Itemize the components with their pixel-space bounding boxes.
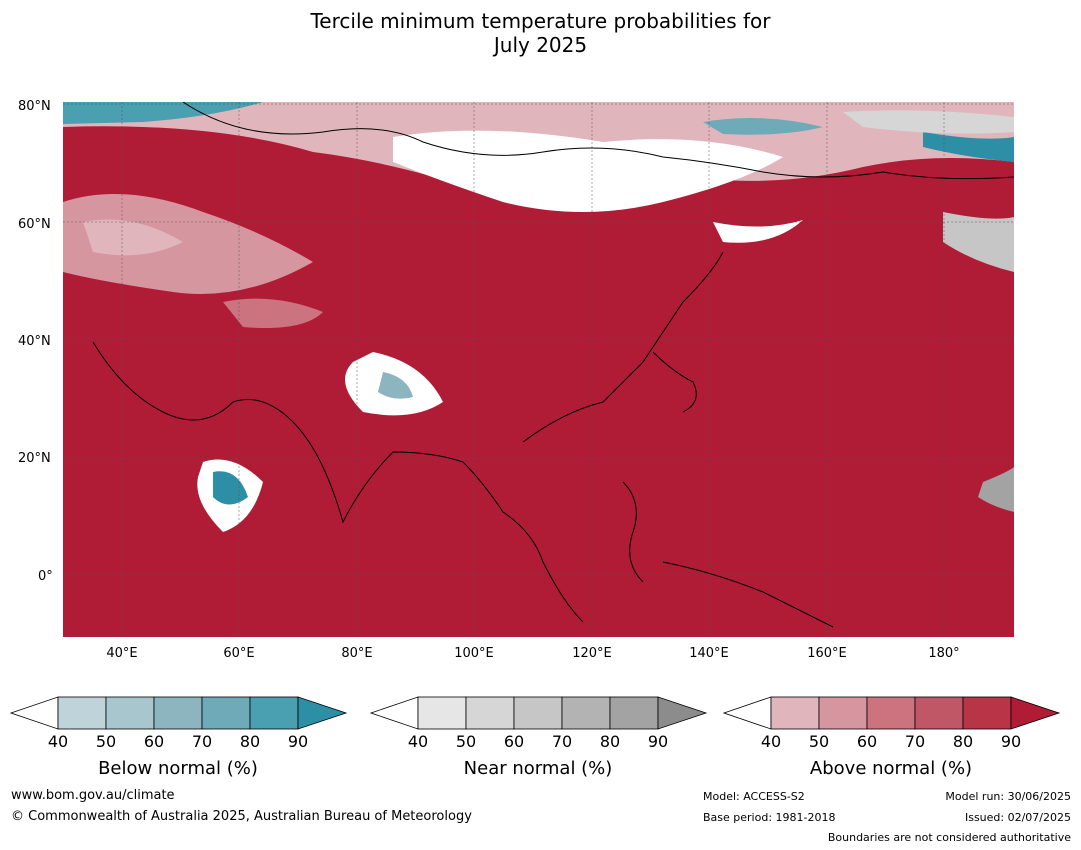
below-normal-swatch [249, 696, 299, 730]
region-iran-moderate [223, 298, 323, 328]
below-normal-swatch [153, 696, 203, 730]
above-normal-swatch [1010, 696, 1061, 730]
region-caspian-weak [83, 219, 183, 256]
region-arabian-sea-below [213, 471, 248, 505]
lon-label-80e: 80°E [341, 646, 373, 661]
below-normal-legend-label: Below normal (%) [98, 758, 258, 779]
chart-title-line1: Tercile minimum temperature probabilitie… [310, 9, 771, 33]
model-name: Model: ACCESS-S2 [703, 790, 805, 803]
chart-title-line2: July 2025 [493, 33, 588, 57]
near-normal-tick-label: 40 [407, 732, 429, 751]
above-normal-tick-label: 70 [904, 732, 926, 751]
above-normal-tick-label: 60 [856, 732, 878, 751]
near-normal-tick-label: 90 [647, 732, 669, 751]
above-normal-swatch [770, 696, 820, 730]
below-normal-colorbar [10, 696, 348, 730]
region-kamchatka-near [943, 212, 1014, 272]
footer-url[interactable]: www.bom.gov.au/climate [11, 788, 175, 803]
region-okhotsk-neutral [713, 220, 803, 243]
lon-label-40e: 40°E [106, 646, 138, 661]
below-normal-swatch [297, 696, 348, 730]
below-normal-swatch [201, 696, 251, 730]
above-normal-swatch [962, 696, 1012, 730]
lat-label-40n: 40°N [18, 334, 51, 349]
below-normal-tick-label: 50 [95, 732, 117, 751]
base-period: Base period: 1981-2018 [703, 811, 836, 824]
forecast-map [63, 102, 1014, 637]
above-normal-swatch [818, 696, 868, 730]
lon-label-180: 180° [928, 646, 960, 661]
boundaries-disclaimer: Boundaries are not considered authoritat… [827, 831, 1071, 844]
lon-label-160e: 160°E [807, 646, 847, 661]
region-east-siberian-below [703, 118, 823, 135]
lat-label-80n: 80°N [18, 99, 51, 114]
near-normal-extend-low [370, 696, 419, 730]
above-normal-extend-low [723, 696, 772, 730]
below-normal-tick-label: 70 [191, 732, 213, 751]
above-normal-tick-label: 40 [760, 732, 782, 751]
near-normal-swatch [465, 696, 515, 730]
model-run-date: Model run: 30/06/2025 [945, 790, 1071, 803]
below-normal-tick-label: 40 [47, 732, 69, 751]
lon-label-60e: 60°E [223, 646, 255, 661]
region-central-asia-weak [63, 194, 313, 294]
above-normal-tick-label: 80 [952, 732, 974, 751]
region-siberia-neutral [393, 130, 783, 212]
issued-date: Issued: 02/07/2025 [964, 811, 1071, 824]
region-ganges-below [378, 372, 413, 399]
region-arctic-near [843, 110, 1014, 134]
region-barents-below [63, 102, 263, 124]
above-normal-swatch [914, 696, 964, 730]
near-normal-swatch [657, 696, 708, 730]
lat-label-0: 0° [38, 569, 53, 584]
footer-copyright: © Commonwealth of Australia 2025, Austra… [11, 809, 472, 824]
near-normal-tick-label: 70 [551, 732, 573, 751]
above-normal-tick-label: 90 [1000, 732, 1022, 751]
near-normal-swatch [561, 696, 611, 730]
below-normal-swatch [105, 696, 155, 730]
near-normal-swatch [609, 696, 659, 730]
near-normal-legend-label: Near normal (%) [463, 758, 613, 779]
lon-label-100e: 100°E [454, 646, 494, 661]
lat-label-20n: 20°N [18, 451, 51, 466]
near-normal-tick-label: 80 [599, 732, 621, 751]
lat-label-60n: 60°N [18, 217, 51, 232]
near-normal-colorbar [370, 696, 708, 730]
above-normal-legend-label: Above normal (%) [809, 758, 973, 779]
near-normal-swatch [417, 696, 467, 730]
below-normal-swatch [57, 696, 107, 730]
coastlines [92, 102, 1014, 628]
region-bering-below [923, 132, 1014, 162]
lon-label-120e: 120°E [572, 646, 612, 661]
near-normal-tick-label: 50 [455, 732, 477, 751]
above-normal-tick-label: 50 [808, 732, 830, 751]
map-gridlines [63, 102, 1014, 637]
near-normal-swatch [513, 696, 563, 730]
below-normal-tick-label: 80 [239, 732, 261, 751]
above-normal-colorbar [723, 696, 1061, 730]
below-normal-tick-label: 60 [143, 732, 165, 751]
lon-label-140e: 140°E [689, 646, 729, 661]
region-pacific-near [978, 467, 1014, 512]
near-normal-tick-label: 60 [503, 732, 525, 751]
below-normal-extend-low [10, 696, 59, 730]
above-normal-swatch [866, 696, 916, 730]
below-normal-tick-label: 90 [287, 732, 309, 751]
